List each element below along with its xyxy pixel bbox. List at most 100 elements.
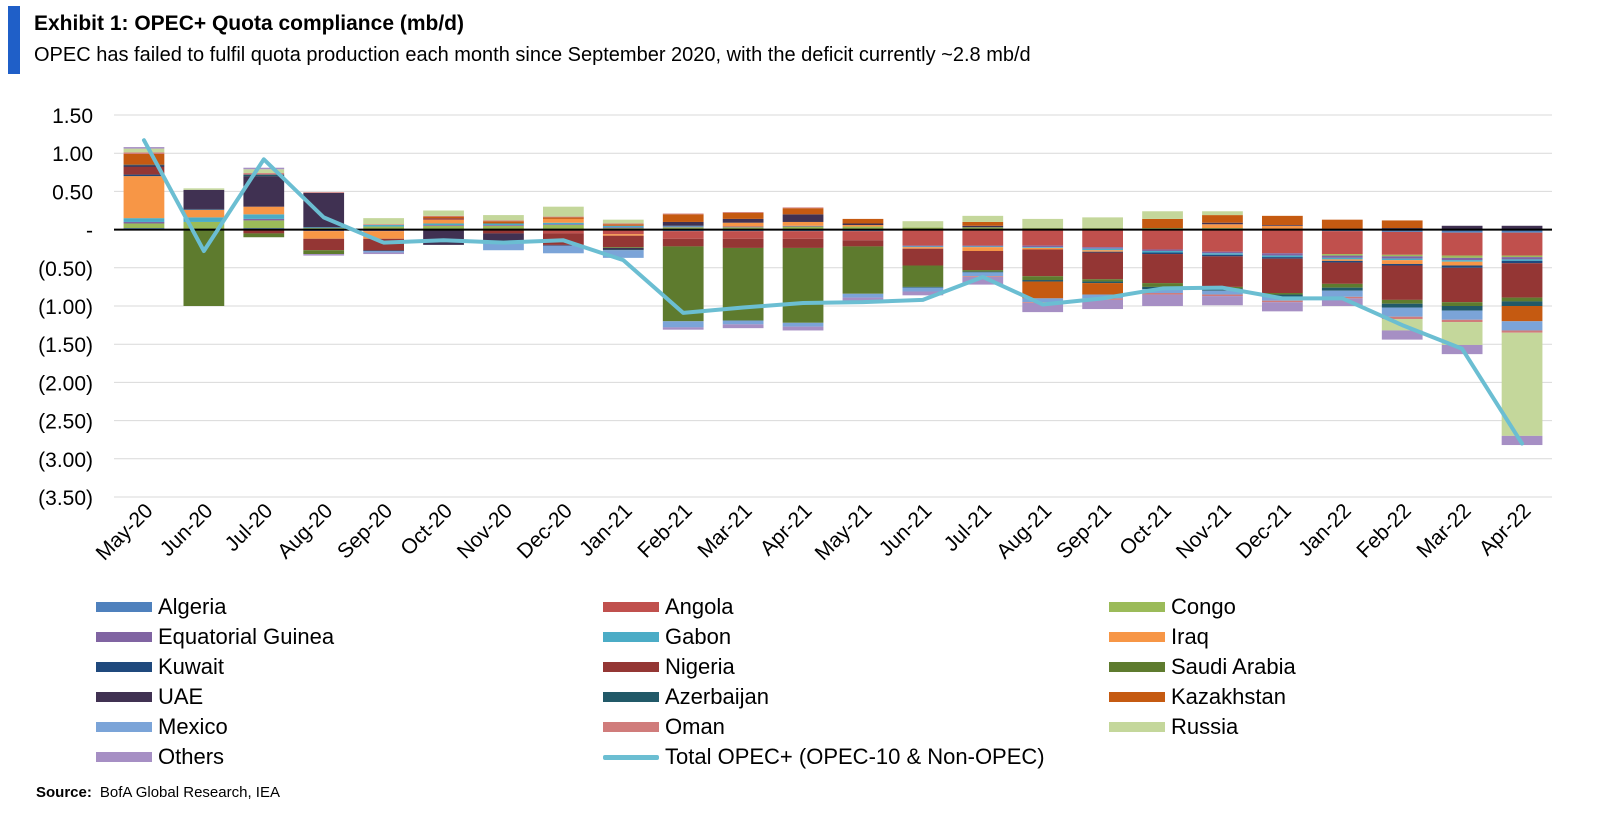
bar-segment-congo <box>123 223 165 229</box>
legend-item: Oman <box>603 712 725 742</box>
y-tick-label: (0.50) <box>38 258 93 281</box>
bar-segment-nigeria <box>602 235 644 248</box>
bar-segment-kuwait <box>1082 251 1123 253</box>
bar-segment-equatorial-guinea <box>1501 257 1543 260</box>
legend-item: Algeria <box>96 592 226 622</box>
bar-segment-azerbaijan <box>1082 281 1123 284</box>
bar-segment-nigeria <box>902 248 944 266</box>
legend-swatch <box>1109 632 1165 642</box>
bar-segment-angola <box>662 231 704 239</box>
legend-swatch <box>96 692 152 702</box>
bar-segment-nigeria <box>842 240 884 247</box>
bar-segment-russia <box>423 210 464 216</box>
bar-segment-gabon <box>543 222 584 225</box>
legend-item: Azerbaijan <box>603 682 769 712</box>
bar-segment-uae <box>962 225 1004 228</box>
legend-swatch <box>603 602 659 612</box>
bar-segment-congo <box>1321 254 1363 256</box>
bar-segment-nigeria <box>483 229 524 234</box>
bar-segment-kazakhstan <box>1022 281 1064 299</box>
bar-segment-kazakhstan <box>1082 283 1123 295</box>
x-tick-label: Sep-21 <box>1052 499 1116 563</box>
x-tick-label: Jul-20 <box>221 499 278 556</box>
bar-segment-oman <box>123 152 165 154</box>
bar-segment-gabon <box>363 225 404 227</box>
bar-segment-kazakhstan <box>722 212 764 219</box>
x-tick-label: Jan-22 <box>1294 499 1356 561</box>
bar-segment-equatorial-guinea <box>1262 253 1303 256</box>
bar-segment-congo <box>243 220 285 229</box>
bar-segment-others <box>962 276 1004 285</box>
bar-segment-angola <box>1142 230 1183 250</box>
y-tick-label: 1.00 <box>52 143 93 166</box>
legend-swatch <box>96 722 152 732</box>
bar-segment-kuwait <box>1381 263 1423 266</box>
bar-segment-iraq <box>1321 259 1363 261</box>
x-tick-label: Feb-21 <box>633 499 696 562</box>
bar-segment-mexico <box>1202 290 1243 295</box>
bar-segment-mexico <box>1022 298 1064 303</box>
legend-label: Gabon <box>665 624 732 649</box>
bar-segment-congo <box>543 225 584 230</box>
bar-segment-nigeria <box>303 238 345 251</box>
bar-segment-oman <box>1202 294 1243 297</box>
source-text: BofA Global Research, IEA <box>99 784 280 801</box>
bar-segment-others <box>123 147 165 149</box>
bar-segment-nigeria <box>1022 249 1064 277</box>
bar-segment-oman <box>662 213 704 215</box>
bar-segment-nigeria <box>782 238 824 248</box>
x-tick-label: Jun-20 <box>156 499 218 561</box>
bar-segment-equatorial-guinea <box>962 245 1004 247</box>
bar-segment-mexico <box>602 250 644 258</box>
bar-segment-kuwait <box>123 174 165 177</box>
bar-segment-gabon <box>962 246 1004 248</box>
bar-segment-russia <box>602 219 644 224</box>
bar-segment-kuwait <box>183 208 225 210</box>
bar-segment-russia <box>1142 211 1183 219</box>
bar-segment-uae <box>722 218 764 223</box>
bar-segment-saudi-arabia <box>902 265 944 287</box>
legend-item: Equatorial Guinea <box>96 622 334 652</box>
bar-segment-saudi-arabia <box>602 247 644 248</box>
bar-segment-mexico <box>1381 307 1423 317</box>
bar-segment-uae <box>543 244 584 246</box>
y-tick-label: (3.50) <box>38 487 93 510</box>
bar-segment-equatorial-guinea <box>1202 251 1243 254</box>
bar-segment-saudi-arabia <box>1441 302 1483 306</box>
legend-swatch <box>1109 602 1165 612</box>
bar-segment-nigeria <box>1202 256 1243 287</box>
bar-segment-azerbaijan <box>602 249 644 251</box>
x-tick-label: Jun-21 <box>875 499 937 561</box>
bar-segment-others <box>1262 302 1303 312</box>
bar-segment-uae <box>662 221 704 226</box>
bar-segment-gabon <box>483 223 524 226</box>
x-tick-label: Apr-21 <box>756 499 817 560</box>
bar-segment-russia <box>363 218 404 225</box>
bar-segment-others <box>363 252 404 255</box>
bar-segment-mexico <box>483 241 524 251</box>
bar-segment-congo <box>782 226 824 230</box>
bar-segment-equatorial-guinea <box>423 225 464 226</box>
bar-segment-congo <box>902 227 944 230</box>
x-tick-label: Mar-21 <box>693 499 756 562</box>
x-tick-label: Jan-21 <box>575 499 637 561</box>
chart-legend: Algeria Angola Congo Equatorial Guinea Gabon… <box>96 592 1516 772</box>
bar-segment-kazakhstan <box>483 221 524 224</box>
legend-label: Congo <box>1171 594 1236 619</box>
bar-segment-nigeria <box>1321 262 1363 284</box>
bar-segment-congo <box>962 227 1004 230</box>
title-accent-bar <box>8 6 20 74</box>
bar-segment-angola <box>543 229 584 234</box>
bar-segment-saudi-arabia <box>1321 283 1363 288</box>
bar-segment-others <box>902 291 944 296</box>
bar-segment-kazakhstan <box>602 224 644 226</box>
legend-label: Mexico <box>158 714 228 739</box>
bar-segment-uae <box>782 214 824 222</box>
bar-segment-gabon <box>1381 258 1423 261</box>
legend-item: Kazakhstan <box>1109 682 1286 712</box>
bar-segment-equatorial-guinea <box>1321 255 1363 258</box>
bar-segment-iraq <box>1441 261 1483 266</box>
bar-segment-angola <box>1441 232 1483 256</box>
bar-segment-oman <box>1142 293 1183 295</box>
bar-segment-oman <box>782 207 824 209</box>
